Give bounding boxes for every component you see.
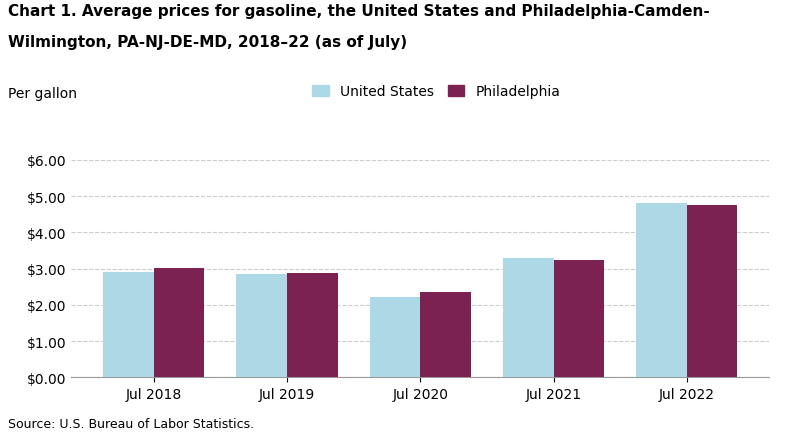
Bar [103,272,154,378]
Bar [687,205,737,378]
Legend: United States, Philadelphia: United States, Philadelphia [312,85,561,99]
Bar [287,274,338,378]
Text: Per gallon: Per gallon [8,87,77,101]
Text: Wilmington, PA-NJ-DE-MD, 2018–22 (as of July): Wilmington, PA-NJ-DE-MD, 2018–22 (as of … [8,35,407,49]
Bar [154,269,205,378]
Bar [503,258,554,378]
Bar [420,292,471,378]
Text: Chart 1. Average prices for gasoline, the United States and Philadelphia-Camden-: Chart 1. Average prices for gasoline, th… [8,4,710,19]
Bar [236,274,287,378]
Bar [554,260,604,378]
Bar [636,204,687,378]
Bar [370,297,420,378]
Text: Source: U.S. Bureau of Labor Statistics.: Source: U.S. Bureau of Labor Statistics. [8,417,254,430]
